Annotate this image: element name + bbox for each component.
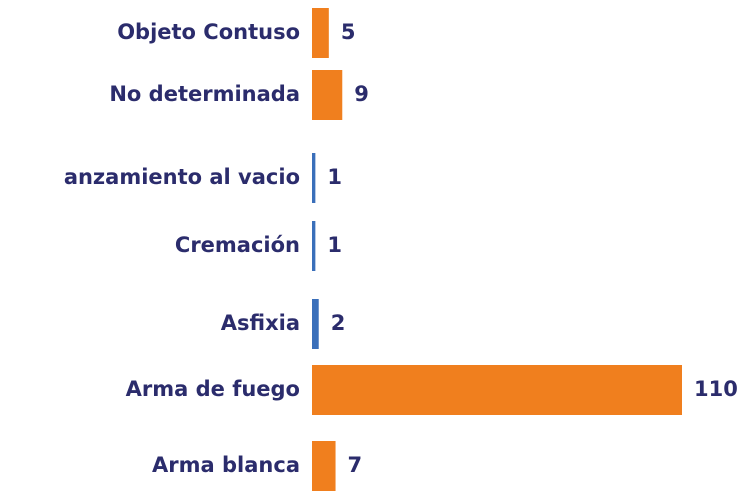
bar [312,221,316,271]
value-label: 2 [331,311,346,335]
category-label: anzamiento al vacio [64,165,300,189]
bar [312,8,329,58]
category-label: Arma de fuego [126,377,300,401]
bar [312,70,343,120]
bar [312,299,319,349]
value-label: 1 [327,233,342,257]
value-label: 9 [354,82,369,106]
value-label: 110 [694,377,738,401]
category-label: Objeto Contuso [117,20,300,44]
category-label: Arma blanca [152,453,300,477]
bar [312,441,336,491]
value-label: 7 [348,453,363,477]
bar [312,365,682,415]
category-label: No determinada [109,82,300,106]
value-label: 1 [327,165,342,189]
category-label: Cremación [175,233,300,257]
category-label: Asfixia [221,311,300,335]
bar [312,153,316,203]
value-label: 5 [341,20,356,44]
